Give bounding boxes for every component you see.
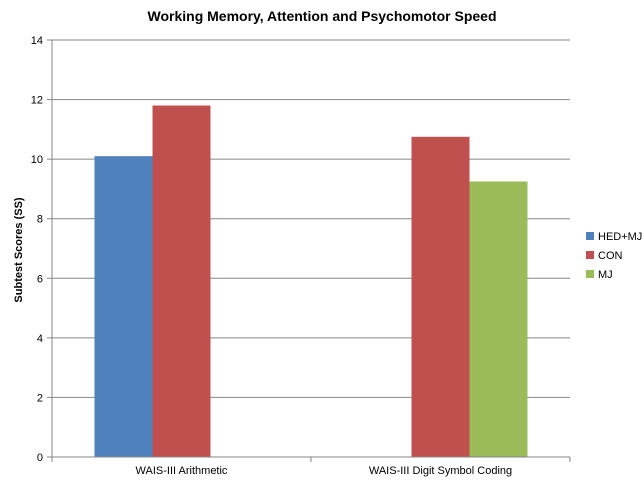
bars bbox=[94, 105, 528, 458]
bar-mj-2 bbox=[469, 181, 528, 457]
y-tick-label: 2 bbox=[37, 392, 43, 404]
legend-swatch-con bbox=[586, 251, 594, 259]
bar-con-2 bbox=[411, 136, 470, 457]
y-tick-label: 8 bbox=[37, 214, 43, 226]
y-axis-label: Subtest Scores (SS) bbox=[13, 197, 25, 302]
legend-label-mj: MJ bbox=[598, 269, 613, 281]
y-tick-labels: 0 2 4 6 8 10 12 14 bbox=[31, 35, 43, 464]
bar-hed-mj-1 bbox=[94, 156, 153, 457]
legend: HED+MJ CON MJ bbox=[586, 231, 642, 281]
y-tick-label: 0 bbox=[37, 452, 43, 464]
legend-swatch-mj bbox=[586, 270, 594, 278]
x-tick-label: WAIS-III Arithmetic bbox=[136, 465, 228, 477]
y-tick-label: 10 bbox=[31, 154, 43, 166]
y-tick-label: 14 bbox=[31, 35, 43, 47]
y-tick-label: 4 bbox=[37, 333, 43, 345]
legend-label-con: CON bbox=[598, 250, 623, 262]
legend-label-hed-mj: HED+MJ bbox=[598, 231, 642, 243]
legend-swatch-hed-mj bbox=[586, 232, 594, 240]
x-tick-label: WAIS-III Digit Symbol Coding bbox=[369, 465, 512, 477]
chart-title: Working Memory, Attention and Psychomoto… bbox=[148, 8, 497, 24]
bar-con-1 bbox=[152, 105, 211, 458]
y-tick-label: 12 bbox=[31, 95, 43, 107]
y-tick-label: 6 bbox=[37, 273, 43, 285]
axes bbox=[51, 40, 571, 462]
x-tick-labels: WAIS-III Arithmetic WAIS-III Digit Symbol… bbox=[136, 465, 513, 477]
